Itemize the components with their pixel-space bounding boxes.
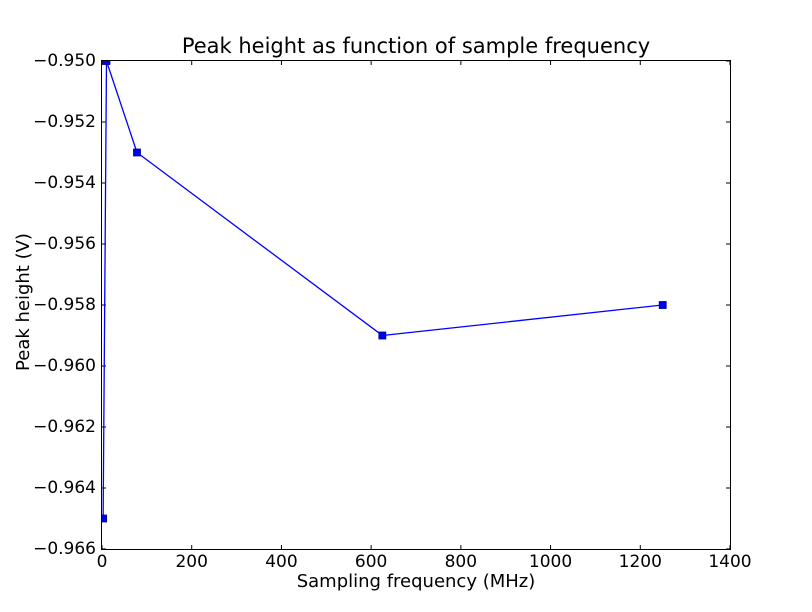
y-tick-label: −0.954 bbox=[33, 173, 96, 193]
chart-title: Peak height as function of sample freque… bbox=[181, 34, 651, 58]
x-tick-label: 600 bbox=[354, 552, 388, 572]
data-point-marker bbox=[658, 301, 667, 309]
y-tick-label: −0.958 bbox=[33, 295, 96, 315]
x-tick-label: 0 bbox=[96, 552, 108, 572]
plot-area bbox=[101, 60, 731, 550]
data-series-svg bbox=[102, 61, 730, 549]
y-tick-label: −0.952 bbox=[33, 112, 96, 132]
data-point-marker bbox=[378, 331, 387, 340]
y-tick-label: −0.960 bbox=[33, 356, 96, 376]
y-tick-label: −0.956 bbox=[33, 234, 96, 254]
y-tick-label: −0.962 bbox=[33, 417, 96, 437]
data-line bbox=[102, 61, 663, 519]
data-point-marker bbox=[133, 148, 141, 157]
x-tick-label: 1400 bbox=[708, 552, 752, 572]
x-axis-label: Sampling frequency (MHz) bbox=[296, 571, 536, 592]
x-tick-label: 1000 bbox=[528, 552, 573, 572]
data-point-marker bbox=[102, 514, 108, 523]
x-tick-label: 800 bbox=[444, 552, 478, 572]
x-tick-label: 1200 bbox=[618, 552, 662, 572]
data-point-marker bbox=[102, 61, 111, 65]
y-tick-label: −0.964 bbox=[33, 478, 96, 498]
x-tick-label: 200 bbox=[175, 552, 208, 572]
y-tick-label: −0.950 bbox=[33, 51, 96, 71]
x-tick-label: 400 bbox=[265, 552, 298, 572]
y-tick-label: −0.966 bbox=[33, 539, 96, 559]
